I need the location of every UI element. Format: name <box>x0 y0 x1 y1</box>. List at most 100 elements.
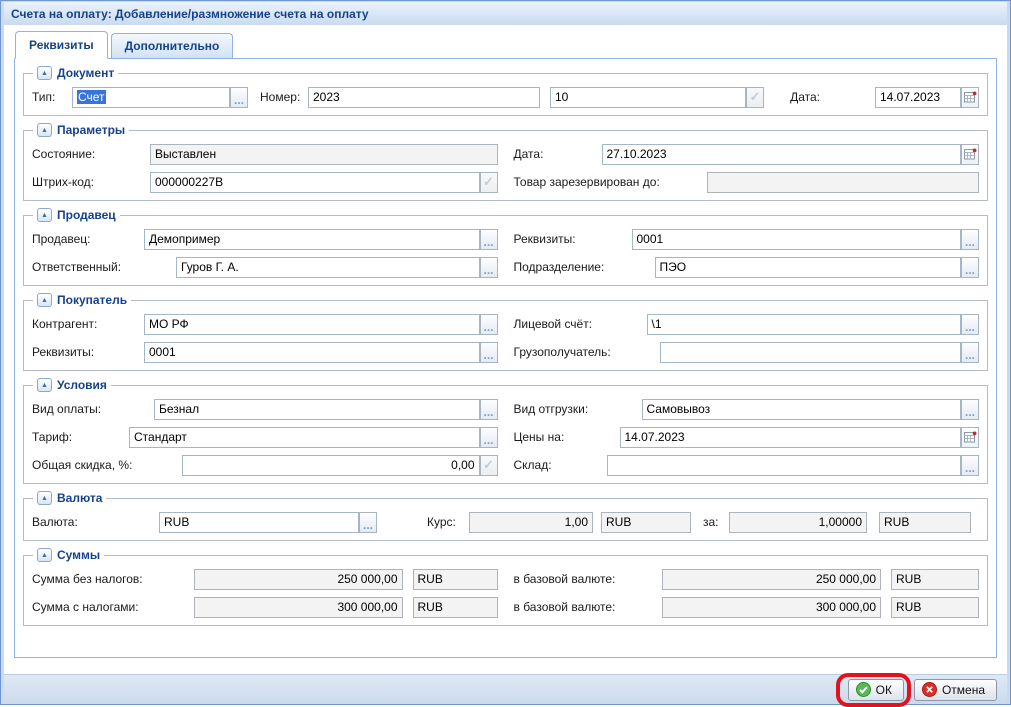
state-label: Состояние: <box>32 147 96 161</box>
form-row: Продавец: Демопример ... Реквизиты: 0001… <box>32 228 979 250</box>
collapse-icon[interactable]: ▲ <box>37 548 52 562</box>
params-date-field[interactable]: 27.10.2023 <box>601 143 961 165</box>
collapse-icon[interactable]: ▲ <box>37 378 52 392</box>
section-document-title: Документ <box>57 66 115 80</box>
collapse-icon[interactable]: ▲ <box>37 66 52 80</box>
prices-on-calendar-button[interactable] <box>961 426 979 448</box>
ok-button-label: ОК <box>875 682 892 697</box>
sum-with-tax-base-field: 300 000,00 <box>661 596 881 618</box>
payment-type-lookup-button[interactable]: ... <box>479 398 498 420</box>
collapse-icon[interactable]: ▲ <box>37 293 52 307</box>
number-confirm-button[interactable]: ✓ <box>746 86 764 108</box>
cancel-x-icon <box>921 682 937 697</box>
sum-with-tax-base-currency-field: RUB <box>891 596 979 618</box>
collapse-icon[interactable]: ▲ <box>37 123 52 137</box>
consignee-field[interactable] <box>659 341 961 363</box>
barcode-field[interactable]: 000000227B <box>150 171 480 193</box>
number-field[interactable]: 2023 <box>308 86 540 108</box>
warehouse-label: Склад: <box>513 458 552 472</box>
type-label: Тип: <box>32 90 56 104</box>
department-lookup-button[interactable]: ... <box>961 256 979 278</box>
form-row: Тариф: Стандарт ... Цены на: 14.07.2023 <box>32 426 979 448</box>
contragent-lookup-button[interactable]: ... <box>479 313 498 335</box>
form-row: Валюта: RUB ... Курс: 1,00 RUB за: 1,000… <box>32 511 979 533</box>
seller-requisites-field[interactable]: 0001 <box>631 228 961 250</box>
tab-additional[interactable]: Дополнительно <box>110 33 234 58</box>
discount-field[interactable]: 0,00 <box>182 454 480 476</box>
department-label: Подразделение: <box>513 260 605 274</box>
buyer-requisites-lookup-button[interactable]: ... <box>479 341 498 363</box>
calendar-icon <box>963 148 976 160</box>
personal-account-lookup-button[interactable]: ... <box>961 313 979 335</box>
warehouse-lookup-button[interactable]: ... <box>961 454 979 476</box>
tariff-field[interactable]: Стандарт <box>129 426 480 448</box>
doc-date-calendar-button[interactable] <box>961 86 979 108</box>
warehouse-field[interactable] <box>606 454 961 476</box>
params-date-calendar-button[interactable] <box>961 143 979 165</box>
rate-field: 1,00 <box>469 511 593 533</box>
section-seller-title: Продавец <box>57 208 116 222</box>
payment-type-label: Вид оплаты: <box>32 402 102 416</box>
contragent-label: Контрагент: <box>32 317 98 331</box>
tab-requisites[interactable]: Реквизиты <box>15 31 108 59</box>
collapse-icon[interactable]: ▲ <box>37 208 52 222</box>
window-titlebar: Счета на оплату: Добавление/размножение … <box>4 2 1007 25</box>
rate-currency-field: RUB <box>601 511 691 533</box>
personal-account-field[interactable]: \1 <box>646 313 961 335</box>
sum-no-tax-base-currency-field: RUB <box>891 568 979 590</box>
currency-field[interactable]: RUB <box>159 511 359 533</box>
section-document: ▲ Документ Тип: Счет ... Номер: 2023 10 … <box>23 66 988 116</box>
seller-requisites-label: Реквизиты: <box>513 232 576 246</box>
form-row: Общая скидка, %: 0,00 ✓ Склад: ... <box>32 454 979 476</box>
cancel-button-label: Отмена <box>941 682 985 697</box>
currency-label: Валюта: <box>32 515 78 529</box>
sum-with-tax-base-label: в базовой валюте: <box>513 600 616 614</box>
ok-button[interactable]: ОК <box>847 678 904 701</box>
responsible-field[interactable]: Гуров Г. А. <box>176 256 480 278</box>
section-sums-legend: ▲ Суммы <box>33 548 104 562</box>
section-document-legend: ▲ Документ <box>33 66 118 80</box>
responsible-lookup-button[interactable]: ... <box>479 256 498 278</box>
seller-requisites-lookup-button[interactable]: ... <box>961 228 979 250</box>
form-row: Тип: Счет ... Номер: 2023 10 ✓ Дата: 14.… <box>32 86 979 108</box>
form-row: Ответственный: Гуров Г. А. ... Подраздел… <box>32 256 979 278</box>
tariff-lookup-button[interactable]: ... <box>479 426 498 448</box>
sum-with-tax-label: Сумма с налогами: <box>32 600 139 614</box>
section-seller-legend: ▲ Продавец <box>33 208 120 222</box>
seller-field[interactable]: Демопример <box>144 228 480 250</box>
prices-on-field[interactable]: 14.07.2023 <box>619 426 961 448</box>
type-lookup-button[interactable]: ... <box>230 86 248 108</box>
sum-no-tax-field: 250 000,00 <box>194 568 403 590</box>
doc-date-field[interactable]: 14.07.2023 <box>875 86 961 108</box>
calendar-icon <box>963 91 976 103</box>
consignee-lookup-button[interactable]: ... <box>961 341 979 363</box>
cancel-button[interactable]: Отмена <box>913 678 997 701</box>
contragent-field[interactable]: МО РФ <box>144 313 480 335</box>
shipment-type-label: Вид отгрузки: <box>513 402 589 416</box>
seller-label: Продавец: <box>32 232 91 246</box>
section-currency: ▲ Валюта Валюта: RUB ... Курс: 1,00 RUB … <box>23 491 988 541</box>
shipment-type-field[interactable]: Самовывоз <box>641 398 961 420</box>
section-terms-legend: ▲ Условия <box>33 378 111 392</box>
discount-confirm-button[interactable]: ✓ <box>479 454 498 476</box>
type-field-text: Счет <box>77 90 106 104</box>
department-field[interactable]: ПЭО <box>654 256 961 278</box>
type-field[interactable]: Счет <box>72 86 230 108</box>
sum-no-tax-currency-field: RUB <box>412 568 498 590</box>
barcode-confirm-button[interactable]: ✓ <box>479 171 498 193</box>
section-terms: ▲ Условия Вид оплаты: Безнал ... Вид отг… <box>23 378 988 484</box>
form-row: Штрих-код: 000000227B ✓ Товар зарезервир… <box>32 171 979 193</box>
shipment-type-lookup-button[interactable]: ... <box>961 398 979 420</box>
seller-lookup-button[interactable]: ... <box>479 228 498 250</box>
dialog-body: Реквизиты Дополнительно ▲ Документ Тип: … <box>4 25 1007 674</box>
window-title: Счета на оплату: Добавление/размножение … <box>11 6 369 21</box>
section-terms-title: Условия <box>57 378 107 392</box>
buyer-requisites-field[interactable]: 0001 <box>144 341 480 363</box>
collapse-icon[interactable]: ▲ <box>37 491 52 505</box>
payment-type-field[interactable]: Безнал <box>154 398 480 420</box>
personal-account-label: Лицевой счёт: <box>513 317 593 331</box>
rate-label: Курс: <box>427 515 456 529</box>
number-part2-field[interactable]: 10 <box>550 86 746 108</box>
currency-lookup-button[interactable]: ... <box>359 511 377 533</box>
